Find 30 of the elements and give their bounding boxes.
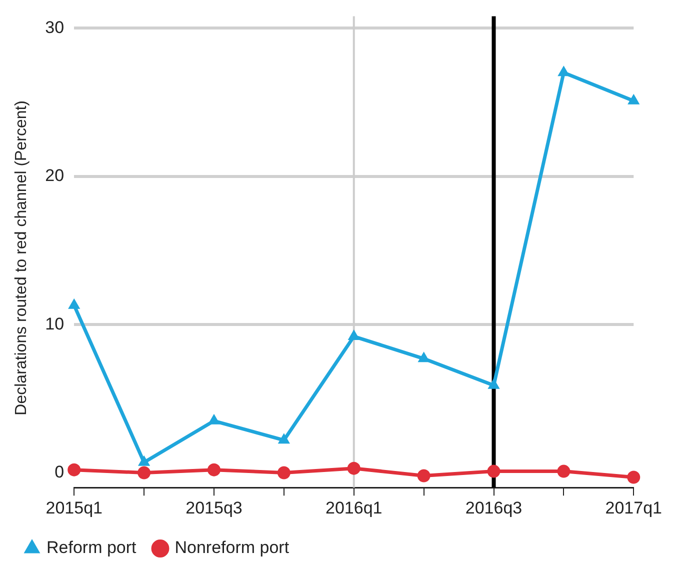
x-tick-label: 2016q1 — [326, 498, 382, 518]
point — [348, 330, 360, 340]
point — [628, 94, 640, 104]
point — [68, 298, 80, 309]
point — [417, 469, 430, 482]
point — [558, 66, 570, 76]
point — [487, 464, 500, 478]
point — [138, 456, 150, 466]
point — [68, 463, 81, 476]
point — [208, 414, 220, 424]
y-tick-label: 10 — [45, 314, 64, 334]
point — [347, 462, 360, 475]
x-tick-label: 2015q3 — [186, 498, 242, 518]
point — [488, 378, 500, 389]
legend-label: Reform port — [46, 538, 137, 558]
legend-label: Nonreform port — [174, 538, 290, 558]
y-tick-label: 20 — [45, 166, 64, 186]
x-tick-label: 2017q1 — [605, 498, 662, 518]
y-axis-title: Declarations routed to red channel (Percent) — [13, 100, 30, 416]
point — [138, 466, 151, 480]
point — [418, 352, 430, 362]
point — [207, 463, 220, 476]
point — [557, 464, 570, 478]
point — [278, 434, 290, 444]
point — [627, 470, 640, 484]
y-tick-label: 0 — [54, 462, 64, 482]
x-tick-label: 2015q1 — [46, 498, 102, 518]
y-tick-label: 30 — [45, 18, 64, 37]
x-tick-label: 2016q3 — [465, 498, 522, 518]
point — [277, 466, 290, 480]
